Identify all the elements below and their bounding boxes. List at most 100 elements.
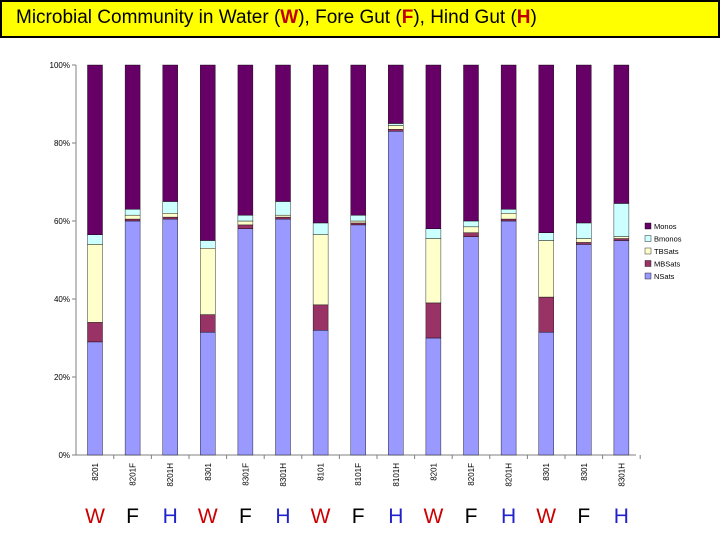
bar-segment-bmonos [463, 220, 479, 228]
legend-label: NSats [654, 272, 675, 281]
bar-segment-tbsats [124, 214, 141, 220]
sample-type-label: F [238, 505, 252, 528]
bar-segment-tbsats [275, 214, 291, 218]
bar-segment-nsats [388, 131, 404, 456]
x-tick-label: 8301H [617, 463, 626, 487]
bar-segment-bmonos [538, 232, 554, 241]
x-tick-label: 8201H [166, 463, 175, 487]
bar-segment-monos [500, 64, 517, 210]
bar-segment-mbsats [350, 222, 366, 226]
bar-segment-mbsats [500, 218, 517, 222]
page-title: Microbial Community in Water (W), Fore G… [16, 7, 537, 29]
bar-segment-monos [425, 64, 442, 230]
bar-segment-tbsats [312, 234, 329, 306]
y-tick-label: 60% [54, 217, 70, 226]
sample-type-label: F [126, 505, 140, 528]
bar-segment-tbsats [87, 244, 103, 323]
bar-segment-nsats [162, 218, 178, 456]
y-tick-label: 80% [54, 139, 70, 148]
sample-type-label: W [85, 505, 105, 528]
sample-type-label: W [536, 505, 557, 528]
sample-type-label: W [310, 505, 331, 528]
bar-segment-tbsats [463, 226, 479, 233]
bar-segment-mbsats [613, 238, 630, 241]
x-tick-label: 8201F [467, 463, 476, 486]
bar-segment-mbsats [162, 216, 178, 220]
bar-segment-bmonos [312, 222, 329, 235]
bar-segment-mbsats [200, 314, 216, 333]
x-tick-label: 8301 [542, 462, 551, 480]
bar-segment-nsats [425, 337, 442, 456]
sample-type-label: F [464, 505, 478, 528]
y-tick-label: 20% [54, 373, 70, 382]
y-tick-label: 40% [54, 295, 70, 304]
x-tick-label: 8101 [317, 462, 326, 480]
legend-swatch [644, 260, 652, 267]
bar-segment-tbsats [350, 220, 366, 224]
sample-type-label: F [577, 505, 591, 528]
bar-segment-monos [388, 64, 404, 124]
bar-segment-bmonos [200, 240, 216, 249]
x-tick-label: 8301 [204, 462, 213, 480]
bar-segment-mbsats [538, 296, 554, 333]
sample-type-label: H [388, 505, 404, 528]
sample-type-label: H [162, 505, 178, 528]
bar-segment-mbsats [124, 218, 141, 222]
legend-swatch [644, 272, 652, 280]
bar-segment-monos [312, 64, 329, 224]
x-tick-label: 8301H [279, 463, 288, 487]
bar-segment-mbsats [312, 304, 329, 331]
bar-segment-monos [613, 64, 630, 204]
title-accent-letter: F [401, 7, 414, 28]
title-accent-letter: H [516, 7, 531, 28]
bar-segment-monos [576, 64, 592, 224]
legend-swatch [644, 247, 652, 255]
bar-segment-mbsats [388, 129, 404, 132]
bar-segment-tbsats [576, 238, 592, 243]
bar-segment-tbsats [538, 240, 554, 298]
legend-swatch [644, 222, 652, 230]
x-tick-label: 8301F [241, 463, 250, 486]
title-accent-letter: W [280, 7, 299, 28]
bar-segment-nsats [500, 220, 517, 456]
bar-segment-nsats [576, 244, 592, 456]
sample-type-label: F [351, 505, 365, 528]
bar-segment-nsats [312, 330, 329, 456]
stacked-bar-chart: 0% 20% 40% 60% 80% 100% 8201 8201F 8201H 8301 8301… [50, 61, 682, 487]
bar-segment-tbsats [237, 220, 254, 226]
bar-segment-bmonos [275, 201, 291, 216]
bar-segment-bmonos [425, 228, 442, 239]
bar-segment-monos [275, 64, 291, 202]
bar-segment-bmonos [87, 234, 103, 245]
sample-type-label: H [613, 505, 629, 528]
title-text: Microbial Community in Water ( [16, 7, 281, 28]
legend-swatch [644, 235, 652, 242]
bar-segment-bmonos [124, 209, 141, 216]
x-tick-label: 8201F [129, 463, 138, 486]
bar-segment-mbsats [87, 322, 103, 343]
title-text: ), Hind Gut ( [413, 7, 517, 28]
bar-segment-nsats [463, 236, 479, 456]
bar-segment-monos [463, 64, 479, 222]
bar-segment-bmonos [350, 214, 366, 222]
sample-type-label: H [501, 505, 517, 528]
y-tick-label: 0% [58, 451, 70, 460]
x-tick-label: 8201 [91, 462, 100, 480]
bar-segment-nsats [275, 218, 291, 456]
bar-segment-monos [237, 64, 254, 216]
bar-segment-mbsats [425, 302, 442, 339]
bar-segment-tbsats [425, 238, 442, 304]
bar-segment-mbsats [463, 232, 479, 237]
bar-segment-monos [538, 64, 554, 233]
bar-segment-monos [124, 64, 141, 210]
bar-segment-mbsats [275, 216, 291, 220]
legend-label: TBSats [654, 247, 679, 256]
bar-segment-nsats [613, 240, 630, 456]
bar-segment-bmonos [237, 214, 254, 222]
x-tick-label: 8201H [505, 463, 514, 487]
title-text: ), Fore Gut ( [298, 7, 402, 28]
title-text: ) [530, 7, 537, 28]
y-tick-label: 100% [50, 61, 70, 70]
bar-segment-monos [200, 64, 216, 241]
